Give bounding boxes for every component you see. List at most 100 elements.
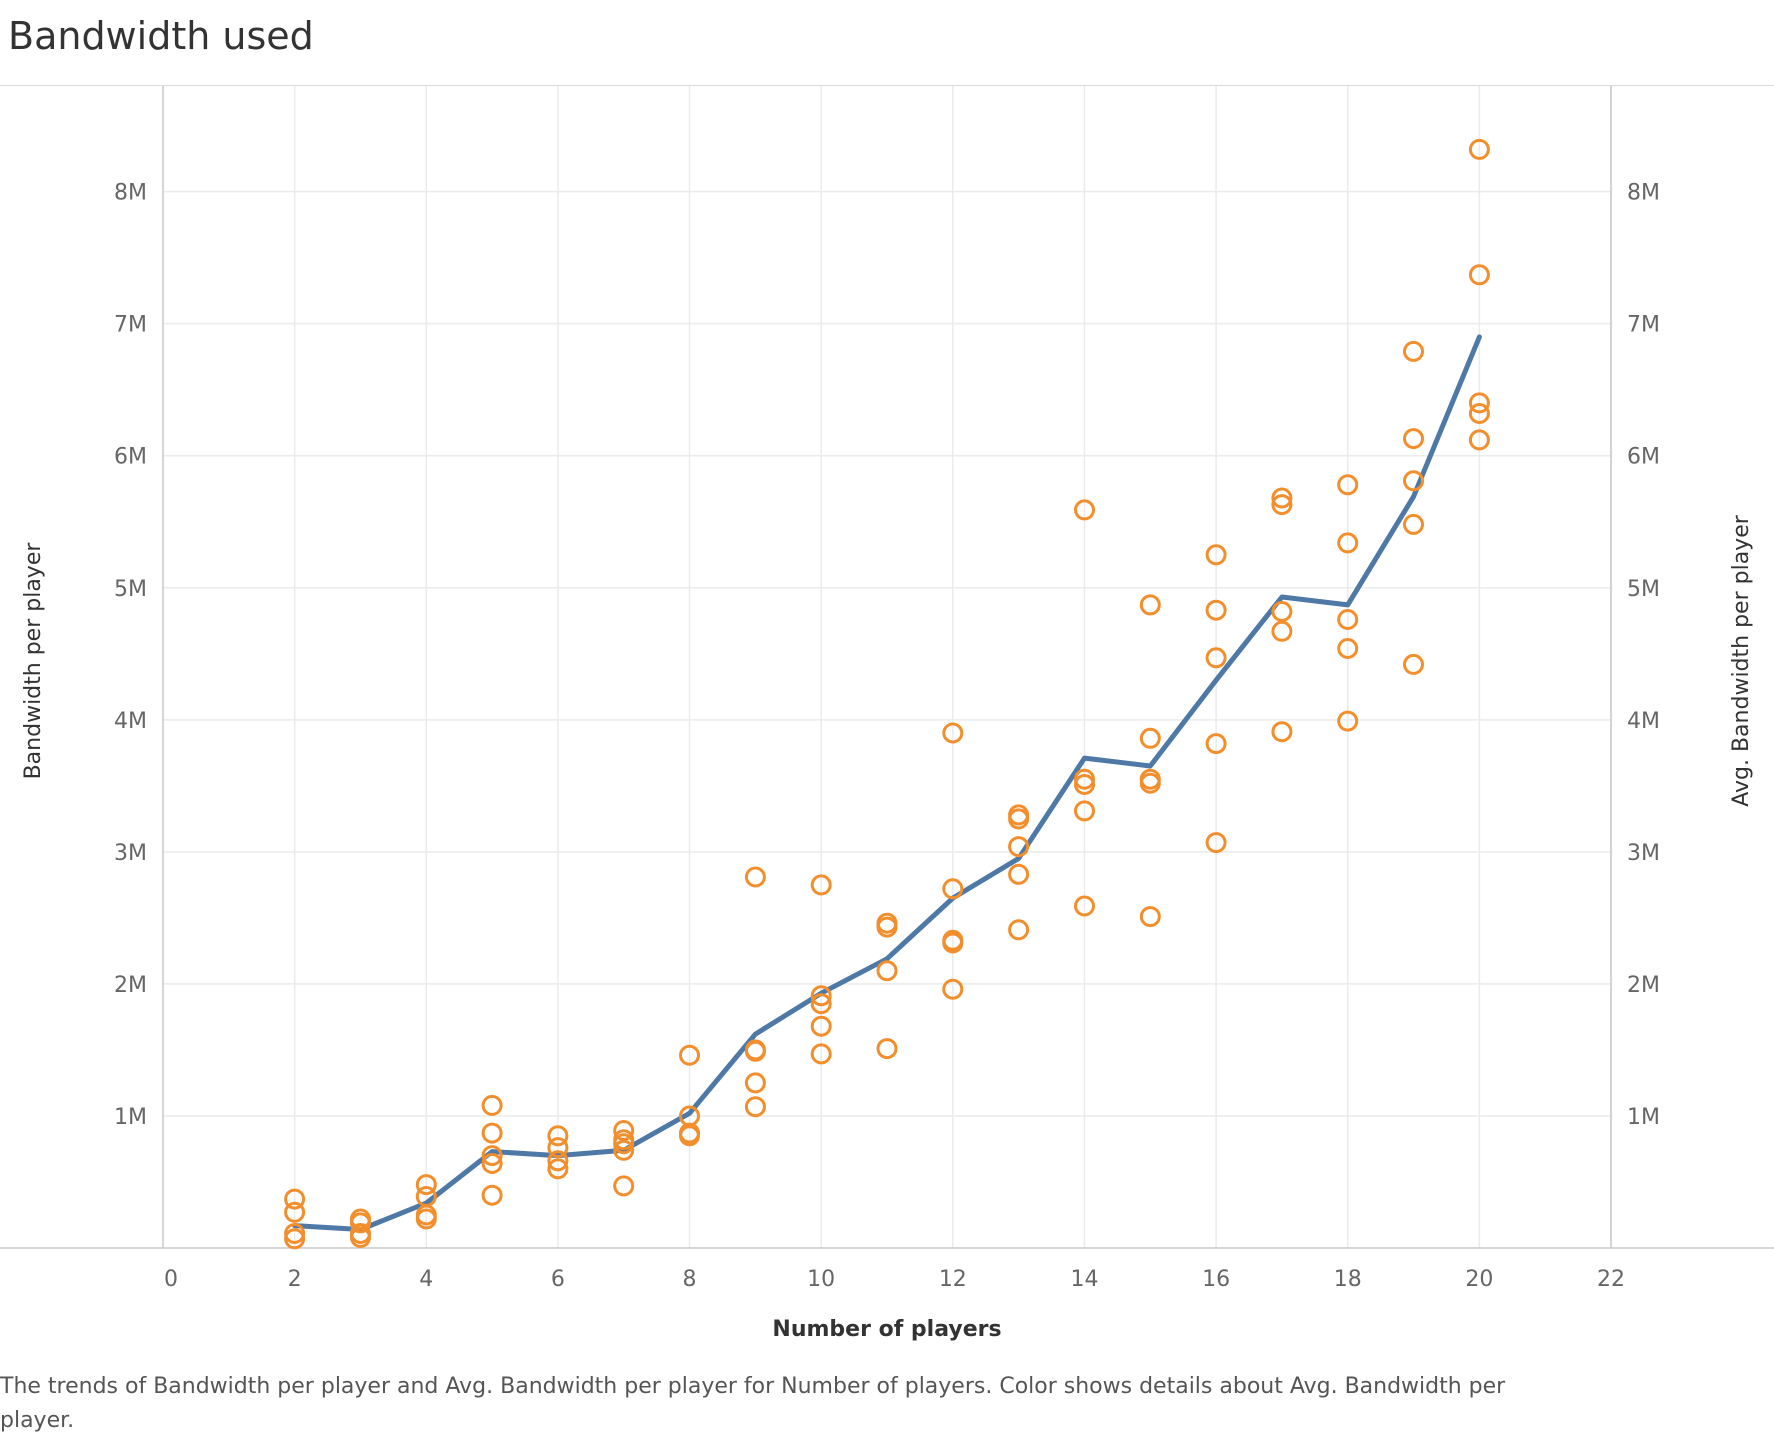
scatter-point xyxy=(613,1175,635,1197)
y2-tick-label: 7M xyxy=(1627,313,1660,338)
scatter-point xyxy=(1403,470,1424,492)
scatter-point xyxy=(679,1044,700,1066)
x-tick-label: 14 xyxy=(1070,1267,1098,1292)
scatter-point xyxy=(876,1038,898,1060)
scatter-point xyxy=(350,1212,371,1234)
grid-lines xyxy=(163,86,1612,1248)
scatter-point xyxy=(1337,609,1359,630)
scatter-point xyxy=(350,1226,371,1248)
scatter-point xyxy=(1271,721,1293,743)
scatter-point xyxy=(1271,601,1293,622)
scatter-point xyxy=(1074,499,1095,521)
y-tick-label: 8M xyxy=(114,181,147,206)
scatter-point xyxy=(1271,494,1293,516)
scatter-point xyxy=(415,1208,437,1230)
y2-tick-label: 4M xyxy=(1627,709,1660,734)
scatter-point xyxy=(744,1096,766,1118)
title-divider xyxy=(0,85,1774,86)
scatter-point xyxy=(1139,906,1161,928)
x-tick-label: 2 xyxy=(288,1267,302,1292)
y-tick-label: 6M xyxy=(114,445,147,470)
scatter-point xyxy=(1271,487,1293,509)
scatter-point xyxy=(1403,340,1424,362)
scatter-point xyxy=(810,993,832,1015)
x-tick-label: 6 xyxy=(551,1267,565,1292)
chart-canvas: 0 2 4 6 8 10 12 14 16 18 20 22 1M 1M 2M 2M 3M 3M 4M 4M 5M 5M 6… xyxy=(0,86,1774,1342)
scatter-point xyxy=(942,978,964,1000)
scatter-point xyxy=(1337,532,1359,554)
scatter-point xyxy=(1468,264,1490,286)
scatter-point xyxy=(415,1174,437,1196)
y2-tick-label: 1M xyxy=(1627,1105,1660,1130)
chart-title: Bandwidth used xyxy=(8,14,314,58)
scatter-point xyxy=(1205,544,1227,566)
scatter-point xyxy=(1337,474,1359,496)
scatter-point xyxy=(1008,836,1030,858)
scatter-point xyxy=(942,932,964,954)
x-tick-label: 4 xyxy=(419,1267,433,1292)
avg-line-layer xyxy=(292,334,1482,1232)
scatter-point xyxy=(481,1122,503,1144)
x-tick-label: 18 xyxy=(1334,1267,1362,1292)
scatter-point xyxy=(679,1125,700,1147)
x-tick-label: 16 xyxy=(1202,1267,1230,1292)
scatter-point xyxy=(1008,919,1030,941)
scatter-point xyxy=(1139,594,1161,616)
x-tick-label: 12 xyxy=(939,1267,967,1292)
scatter-point xyxy=(547,1125,569,1147)
scatter-point xyxy=(1008,863,1030,885)
x-tick-label: 0 xyxy=(164,1267,178,1292)
scatter-point xyxy=(1205,733,1227,755)
x-tick-label: 8 xyxy=(683,1267,697,1292)
scatter-point xyxy=(876,916,898,938)
x-tick-label: 20 xyxy=(1465,1267,1493,1292)
scatter-point xyxy=(1074,800,1095,822)
y2-axis-title: Avg. Bandwidth per player xyxy=(1729,514,1754,806)
y-tick-label: 4M xyxy=(114,709,147,734)
scatter-point xyxy=(547,1137,569,1159)
y2-tick-label: 2M xyxy=(1627,973,1660,998)
scatter-point xyxy=(1403,513,1424,535)
y-tick-label: 1M xyxy=(114,1105,147,1130)
y2-tick-label: 3M xyxy=(1627,841,1660,866)
scatter-point xyxy=(481,1094,503,1116)
y-tick-label: 5M xyxy=(114,577,147,602)
scatter-point xyxy=(1403,428,1424,450)
scatter-point xyxy=(547,1150,569,1172)
axes xyxy=(0,86,1774,1249)
scatter-point xyxy=(810,874,832,896)
y2-tick-label: 5M xyxy=(1627,577,1660,602)
scatter-point xyxy=(1468,138,1490,160)
scatter-point xyxy=(613,1120,635,1141)
scatter-point xyxy=(1074,774,1095,795)
scatter-point xyxy=(810,1015,832,1037)
scatter-point xyxy=(810,985,832,1007)
scatter-point xyxy=(942,878,964,900)
avg-bandwidth-line xyxy=(292,334,1482,1232)
y2-tick-label: 8M xyxy=(1627,181,1660,206)
scatter-point xyxy=(1139,772,1161,794)
scatter-point xyxy=(810,1043,832,1065)
scatter-point xyxy=(876,960,898,982)
scatter-point xyxy=(1468,403,1490,424)
scatter-point xyxy=(1468,429,1490,451)
y-tick-label: 7M xyxy=(114,313,147,338)
x-axis-title: Number of players xyxy=(772,1317,1001,1342)
y-tick-label: 2M xyxy=(114,973,147,998)
scatter-point xyxy=(1271,620,1293,642)
scatter-point xyxy=(1205,647,1227,669)
scatter-point xyxy=(1403,653,1424,675)
scatter-point xyxy=(1074,895,1095,917)
scatter-point xyxy=(744,866,766,888)
scatter-point xyxy=(284,1188,306,1210)
scatter-point xyxy=(744,1040,766,1062)
scatter-point xyxy=(284,1201,306,1223)
scatter-point xyxy=(481,1153,503,1174)
scatter-point xyxy=(481,1145,503,1167)
y2-tick-label: 6M xyxy=(1627,445,1660,470)
scatter-point xyxy=(613,1139,635,1161)
y-axis-title: Bandwidth per player xyxy=(21,542,46,780)
scatter-point xyxy=(1337,710,1359,732)
tick-labels: 0 2 4 6 8 10 12 14 16 18 20 22 1M 1M 2M 2M 3M 3M 4M 4M 5M 5M 6… xyxy=(114,181,1660,1292)
scatter-point xyxy=(1337,638,1359,659)
